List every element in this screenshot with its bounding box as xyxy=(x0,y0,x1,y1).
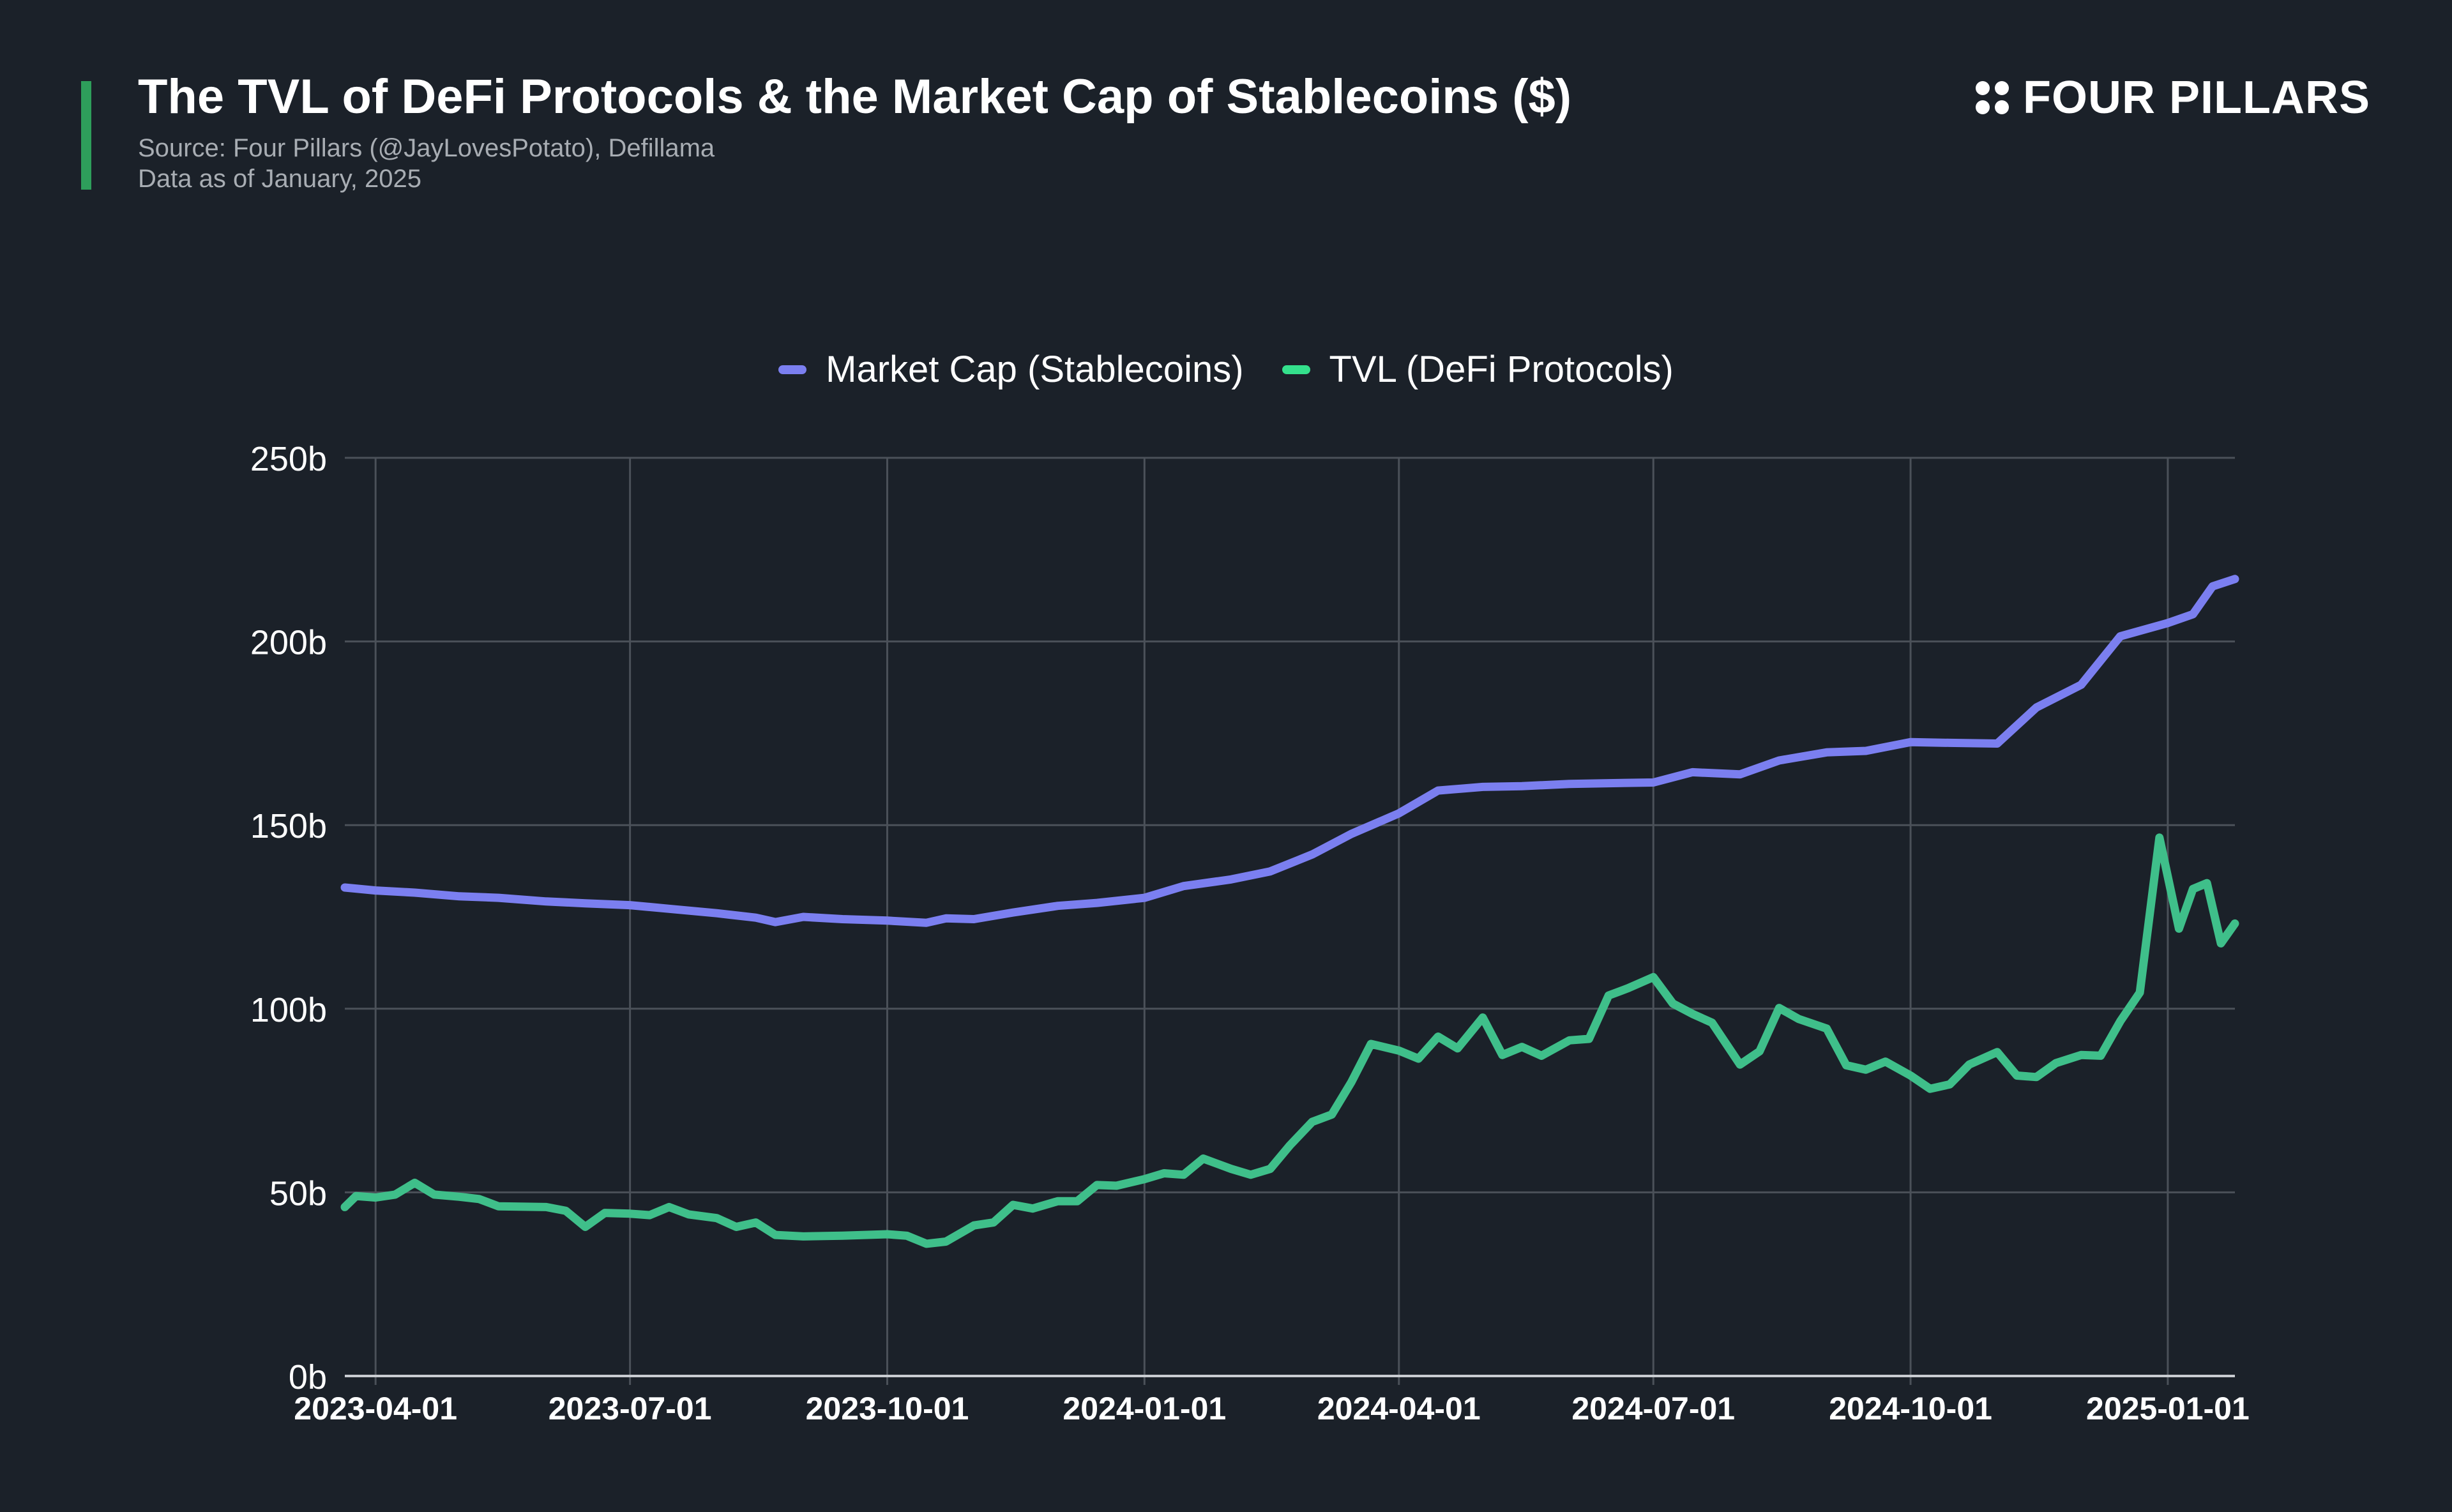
legend-item-tvl[interactable]: TVL (DeFi Protocols) xyxy=(1282,348,1674,391)
chart-legend: Market Cap (Stablecoins) TVL (DeFi Proto… xyxy=(0,348,2452,391)
series-line-market-cap[interactable] xyxy=(340,575,2239,927)
title-accent-bar xyxy=(81,81,91,190)
x-tick-label: 2024-07-01 xyxy=(1571,1391,1735,1426)
y-tick-label: 100b xyxy=(250,991,327,1029)
legend-item-market-cap[interactable]: Market Cap (Stablecoins) xyxy=(778,348,1244,391)
source-text: Source: Four Pillars (@JayLovesPotato), … xyxy=(138,134,715,162)
legend-swatch-tvl xyxy=(1282,365,1310,374)
x-tick-label: 2023-04-01 xyxy=(294,1391,457,1426)
x-tick-label: 2025-01-01 xyxy=(2086,1391,2250,1426)
series-line-tvl[interactable] xyxy=(340,833,2239,1248)
tick-labels: 0b 50b 100b 150b 200b 250b 2023-04-01 2023-07-0… xyxy=(250,440,2250,1426)
legend-label-tvl: TVL (DeFi Protocols) xyxy=(1329,349,1674,390)
grid-lines xyxy=(345,457,2235,1385)
x-tick-label: 2024-10-01 xyxy=(1829,1391,1992,1426)
y-tick-label: 250b xyxy=(250,440,327,478)
x-tick-label: 2024-01-01 xyxy=(1063,1391,1226,1426)
y-tick-label: 150b xyxy=(250,807,327,845)
y-tick-label: 50b xyxy=(269,1174,327,1213)
legend-swatch-market-cap xyxy=(778,365,807,374)
x-tick-label: 2023-07-01 xyxy=(549,1391,712,1426)
data-date-text: Data as of January, 2025 xyxy=(138,165,421,193)
legend-label-market-cap: Market Cap (Stablecoins) xyxy=(826,349,1244,390)
four-dots-icon xyxy=(1976,81,2009,114)
series-lines xyxy=(340,575,2239,1248)
y-tick-label: 0b xyxy=(289,1358,327,1396)
chart-title: The TVL of DeFi Protocols & the Market C… xyxy=(138,70,1572,124)
brand-logo: FOUR PILLARS xyxy=(1976,72,2370,124)
y-tick-label: 200b xyxy=(250,624,327,662)
x-tick-label: 2024-04-01 xyxy=(1317,1391,1481,1426)
x-tick-label: 2023-10-01 xyxy=(806,1391,969,1426)
brand-name: FOUR PILLARS xyxy=(2023,72,2370,123)
